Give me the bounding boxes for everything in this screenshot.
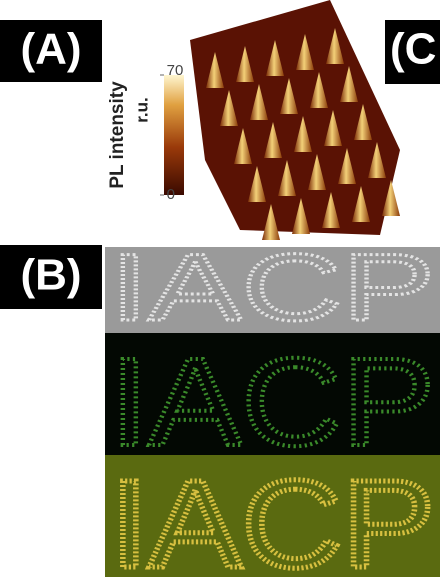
colorbar (164, 75, 184, 195)
image-text: IACP (110, 235, 435, 341)
panel-label: (A) (20, 25, 81, 74)
colorbar-tick-label: 0 (167, 186, 175, 203)
colorbar-tick-label: 70 (167, 62, 184, 79)
panel-label: (C (390, 25, 436, 74)
image-text: IACP (110, 333, 435, 472)
colorbar-title: PL intensity (107, 81, 128, 189)
colorbar-unit: r.u. (132, 97, 151, 123)
image-text: IACP (110, 455, 435, 577)
figure: (A) (C PL intensity r.u. 70 0 (B) IACP IA… (0, 0, 440, 577)
panel-label: (B) (20, 251, 81, 300)
surface (190, 0, 400, 235)
